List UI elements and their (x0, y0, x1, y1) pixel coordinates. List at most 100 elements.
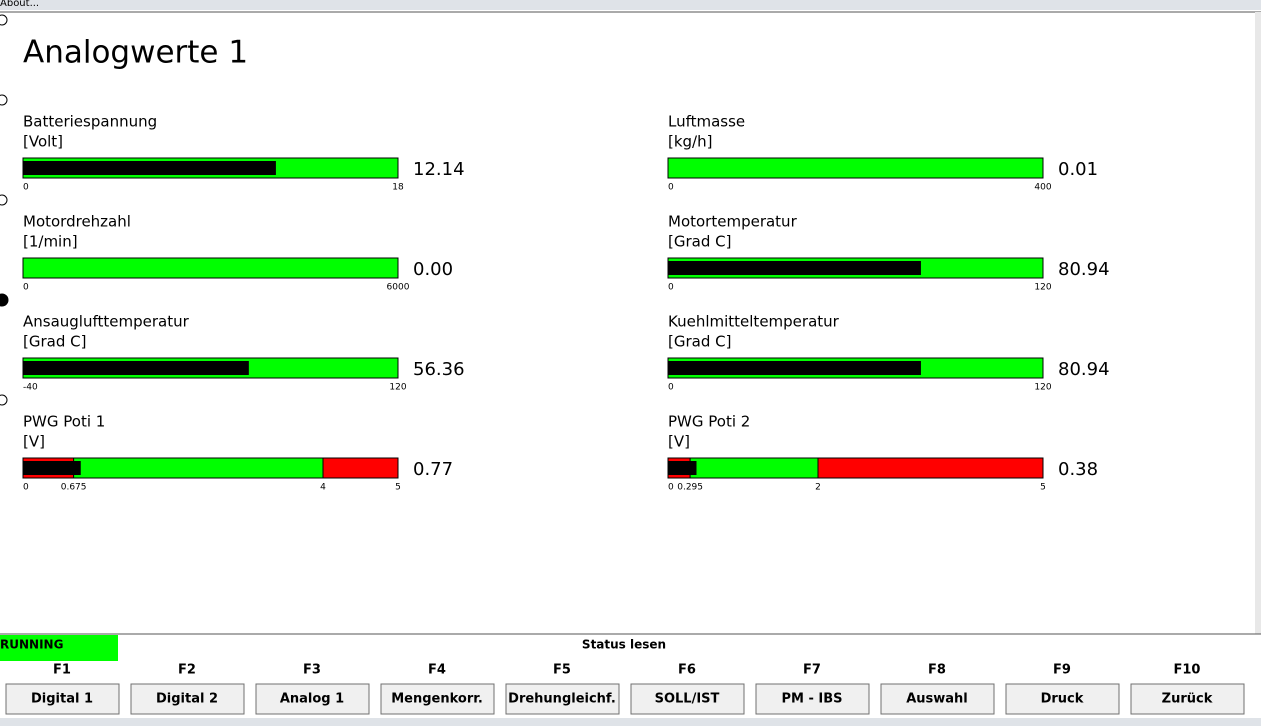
gauge-tick: -40 (23, 383, 38, 393)
button-label[interactable]: Digital 2 (156, 692, 218, 707)
gauge-tick: 6000 (387, 283, 410, 293)
gauge-unit: [Grad C] (668, 333, 731, 351)
gauge-name: Motortemperatur (668, 213, 798, 231)
status-state: RUNNING (0, 638, 63, 652)
status-box (0, 635, 118, 661)
button-label[interactable]: Drehungleichf. (508, 692, 616, 707)
gauge-name: Ansauglufttemperatur (23, 313, 190, 331)
gauge-reading: 0.77 (413, 459, 453, 480)
gauge-name: Luftmasse (668, 113, 745, 131)
key-label: F5 (553, 663, 571, 678)
gauge-tick: 0 (23, 483, 29, 493)
key-label: F4 (428, 663, 446, 678)
gauge-needle (668, 361, 921, 375)
key-label: F7 (803, 663, 821, 678)
gauge-tick: 0.295 (677, 483, 703, 493)
gauge-tick: 120 (389, 383, 406, 393)
gauge-name: PWG Poti 2 (668, 413, 750, 431)
status-label: Status lesen (582, 638, 666, 652)
gauge-zone (667, 157, 1044, 179)
gauge-reading: 56.36 (413, 359, 465, 380)
gauge-tick: 5 (395, 483, 401, 493)
button[interactable] (755, 683, 870, 715)
gauge-needle (23, 461, 81, 475)
gauge-name: Batteriespannung (23, 113, 157, 131)
gauge-tick: 0 (23, 283, 29, 293)
gauge-unit: [V] (668, 433, 690, 451)
button-label[interactable]: SOLL/IST (655, 692, 720, 707)
gauge-reading: 80.94 (1058, 259, 1110, 280)
bottom-bar (0, 718, 1261, 726)
key-label: F9 (1053, 663, 1071, 678)
gauge-tick: 120 (1034, 283, 1051, 293)
menu-bar (0, 0, 1261, 10)
button[interactable] (1005, 683, 1120, 715)
button-label[interactable]: Auswahl (906, 692, 968, 707)
page-title: Analogwerte 1 (23, 35, 248, 71)
button[interactable] (255, 683, 370, 715)
radio[interactable] (0, 194, 8, 206)
key-label: F3 (303, 663, 321, 678)
gauge-needle (23, 161, 276, 175)
gauge-tick: 4 (320, 483, 326, 493)
gauge-tick: 0 (668, 283, 674, 293)
gauge-tick: 120 (1034, 383, 1051, 393)
gauge-tick: 400 (1034, 183, 1051, 193)
gauge-unit: [Volt] (23, 133, 63, 151)
gauge-tick: 0 (668, 183, 674, 193)
gauge-tick: 2 (815, 483, 821, 493)
gauge-unit: [1/min] (23, 233, 78, 251)
gauge-tick: 0 (668, 483, 674, 493)
radio[interactable] (0, 94, 8, 106)
gauge-zone (689, 457, 819, 479)
button-label[interactable]: Zurück (1162, 692, 1213, 707)
gauge-unit: [kg/h] (668, 133, 712, 151)
button[interactable] (380, 683, 495, 715)
scrollbar (1255, 12, 1261, 634)
gauge-tick: 0 (23, 183, 29, 193)
gauge-zone (22, 257, 399, 279)
button[interactable] (630, 683, 745, 715)
gauge-unit: [V] (23, 433, 45, 451)
gauge-zone (322, 457, 399, 479)
radio-selected[interactable] (0, 293, 9, 307)
radio[interactable] (0, 14, 8, 26)
radio[interactable] (0, 394, 8, 406)
button-label[interactable]: Mengenkorr. (391, 692, 483, 707)
gauge-reading: 0.00 (413, 259, 453, 280)
gauge-zone (817, 457, 1044, 479)
button[interactable] (505, 683, 620, 715)
button-label[interactable]: PM - IBS (781, 692, 842, 707)
gauge-unit: [Grad C] (668, 233, 731, 251)
gauge-name: Motordrehzahl (23, 213, 131, 231)
gauge-unit: [Grad C] (23, 333, 86, 351)
key-label: F1 (53, 663, 71, 678)
gauge-needle (23, 361, 249, 375)
gauge-tick: 18 (392, 183, 404, 193)
gauge-needle (668, 461, 697, 475)
button-label[interactable]: Digital 1 (31, 692, 93, 707)
key-label: F6 (678, 663, 696, 678)
gauge-reading: 0.38 (1058, 459, 1098, 480)
gauge-reading: 12.14 (413, 159, 465, 180)
gauge-name: PWG Poti 1 (23, 413, 105, 431)
gauge-name: Kuehlmitteltemperatur (668, 313, 840, 331)
gauge-zone (73, 457, 324, 479)
button[interactable] (880, 683, 995, 715)
gauge-tick: 5 (1040, 483, 1046, 493)
gauge-reading: 0.01 (1058, 159, 1098, 180)
gauge-reading: 80.94 (1058, 359, 1110, 380)
key-label: F8 (928, 663, 946, 678)
button-label[interactable]: Analog 1 (280, 692, 344, 707)
button[interactable] (130, 683, 245, 715)
gauge-tick: 0 (668, 383, 674, 393)
key-label: F10 (1174, 663, 1201, 678)
key-label: F2 (178, 663, 196, 678)
gauge-tick: 0.675 (61, 483, 87, 493)
button-label[interactable]: Druck (1041, 692, 1084, 707)
button[interactable] (5, 683, 120, 715)
menu-item[interactable]: About... (0, 0, 39, 9)
button[interactable] (1130, 683, 1245, 715)
gauge-needle (668, 261, 921, 275)
